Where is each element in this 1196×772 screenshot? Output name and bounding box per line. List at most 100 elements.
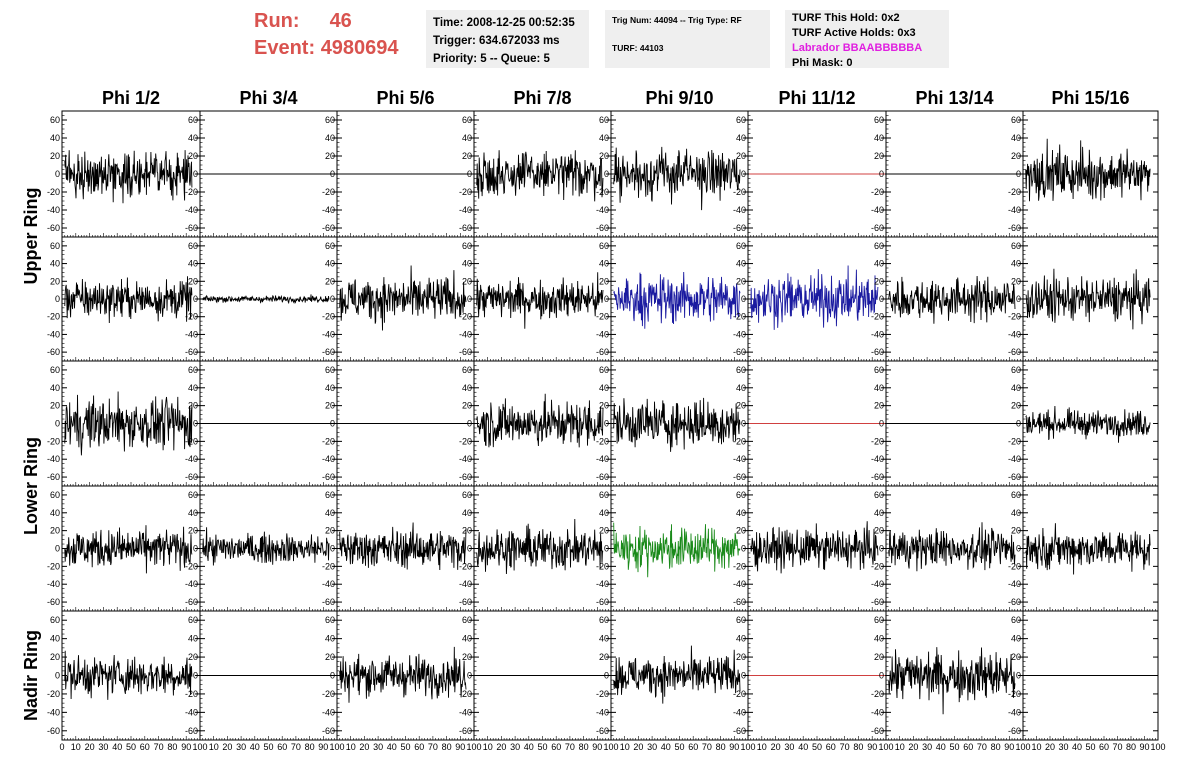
y-tick-label: 60 (1011, 115, 1021, 125)
y-tick-label: 0 (55, 169, 60, 179)
y-tick-label: 60 (188, 615, 198, 625)
y-tick-label: -60 (322, 472, 335, 482)
y-tick-label: -40 (871, 454, 884, 464)
trace-waveform-r2-c6 (750, 265, 879, 330)
y-tick-label: -20 (322, 689, 335, 699)
y-tick-label: -40 (47, 707, 60, 717)
y-tick-label: -60 (871, 726, 884, 736)
y-tick-label: -20 (47, 312, 60, 322)
trace-waveform-r5-c3 (339, 646, 467, 703)
y-tick-label: -60 (733, 223, 746, 233)
y-tick-label: 20 (50, 151, 60, 161)
y-tick-label: 40 (325, 259, 335, 269)
y-tick-label: -60 (185, 347, 198, 357)
trigger-info-box: Trig Num: 44094 -- Trig Type: RF TURF: 4… (605, 10, 770, 68)
x-tick-label: 50 (949, 742, 959, 752)
y-tick-label: -40 (459, 329, 472, 339)
x-tick-label: 50 (126, 742, 136, 752)
x-tick-label: 10 (895, 742, 905, 752)
y-tick-label: 40 (325, 508, 335, 518)
y-tick-label: 40 (599, 383, 609, 393)
trace-waveform-r4-c3 (339, 522, 467, 571)
y-tick-label: -40 (596, 579, 609, 589)
y-tick-label: 60 (599, 115, 609, 125)
y-tick-label: -60 (1008, 726, 1021, 736)
y-tick-label: 20 (1011, 652, 1021, 662)
y-tick-label: 60 (325, 365, 335, 375)
column-header-8: Phi 15/16 (1051, 88, 1129, 108)
y-tick-label: -20 (322, 187, 335, 197)
y-tick-label: -40 (871, 205, 884, 215)
trace-waveform-r4-c1 (64, 525, 193, 574)
y-tick-label: -20 (596, 689, 609, 699)
x-tick-label: 60 (1099, 742, 1109, 752)
y-tick-label: -60 (871, 223, 884, 233)
y-tick-label: 20 (325, 151, 335, 161)
x-tick-label: 10 (483, 742, 493, 752)
y-tick-label: 40 (50, 508, 60, 518)
y-tick-label: 20 (736, 151, 746, 161)
y-tick-label: 60 (874, 615, 884, 625)
x-tick-label: 10 (1031, 742, 1041, 752)
column-header-7: Phi 13/14 (915, 88, 993, 108)
trace-waveform-r5-c1 (64, 650, 193, 700)
column-header-1: Phi 1/2 (102, 88, 160, 108)
trace-waveform-r4-c7 (888, 522, 1016, 572)
y-tick-label: -40 (185, 579, 198, 589)
y-tick-label: 0 (55, 544, 60, 554)
row-group-label-1: Upper Ring (21, 188, 41, 285)
y-tick-label: -60 (47, 597, 60, 607)
run-event-info: Run: 46 Event: 4980694 (254, 8, 399, 62)
y-tick-label: -20 (733, 689, 746, 699)
column-header-3: Phi 5/6 (376, 88, 434, 108)
trace-waveform-r4-c4 (476, 518, 604, 575)
y-tick-label: 0 (879, 544, 884, 554)
trace-waveform-r3-c5 (613, 397, 741, 452)
x-tick-label: 20 (633, 742, 643, 752)
trace-waveform-r1-c4 (476, 150, 604, 202)
trace-waveform-r2-c3 (339, 265, 467, 331)
y-tick-label: 40 (599, 634, 609, 644)
y-tick-label: 40 (325, 383, 335, 393)
y-tick-label: -60 (47, 223, 60, 233)
y-tick-label: -40 (185, 205, 198, 215)
y-tick-label: -20 (459, 187, 472, 197)
y-tick-label: -60 (47, 472, 60, 482)
y-tick-label: -20 (322, 436, 335, 446)
trace-waveform-r4-c6 (750, 521, 879, 574)
x-tick-label: 10 (346, 742, 356, 752)
y-tick-label: 40 (188, 383, 198, 393)
y-tick-label: 0 (330, 671, 335, 681)
y-tick-label: -40 (322, 579, 335, 589)
trace-waveform-r2-c4 (476, 272, 604, 329)
y-tick-label: -20 (871, 187, 884, 197)
x-tick-label: 10 (620, 742, 630, 752)
y-tick-label: -40 (459, 205, 472, 215)
y-tick-label: 20 (462, 276, 472, 286)
priority-text: Priority: 5 -- Queue: 5 (433, 53, 550, 65)
x-tick-label: 20 (85, 742, 95, 752)
y-tick-label: 0 (467, 544, 472, 554)
y-tick-label: 20 (50, 401, 60, 411)
y-tick-label: 20 (462, 401, 472, 411)
y-tick-label: 20 (599, 526, 609, 536)
trace-waveform-r3-c1 (64, 391, 193, 456)
y-tick-label: 60 (188, 365, 198, 375)
y-tick-label: 40 (874, 259, 884, 269)
y-tick-label: 60 (1011, 365, 1021, 375)
y-tick-label: 40 (462, 383, 472, 393)
y-tick-label: -40 (871, 579, 884, 589)
y-tick-label: 0 (741, 544, 746, 554)
y-tick-label: 20 (874, 652, 884, 662)
trace-waveform-r4-c8 (1025, 523, 1151, 575)
y-tick-label: 20 (736, 526, 746, 536)
y-tick-label: -60 (596, 472, 609, 482)
y-tick-label: 0 (604, 419, 609, 429)
x-tick-label: 20 (496, 742, 506, 752)
y-tick-label: 20 (50, 526, 60, 536)
y-tick-label: 0 (741, 419, 746, 429)
y-tick-label: 60 (462, 241, 472, 251)
y-tick-label: 40 (1011, 259, 1021, 269)
x-tick-label: 30 (784, 742, 794, 752)
y-tick-label: 40 (736, 383, 746, 393)
